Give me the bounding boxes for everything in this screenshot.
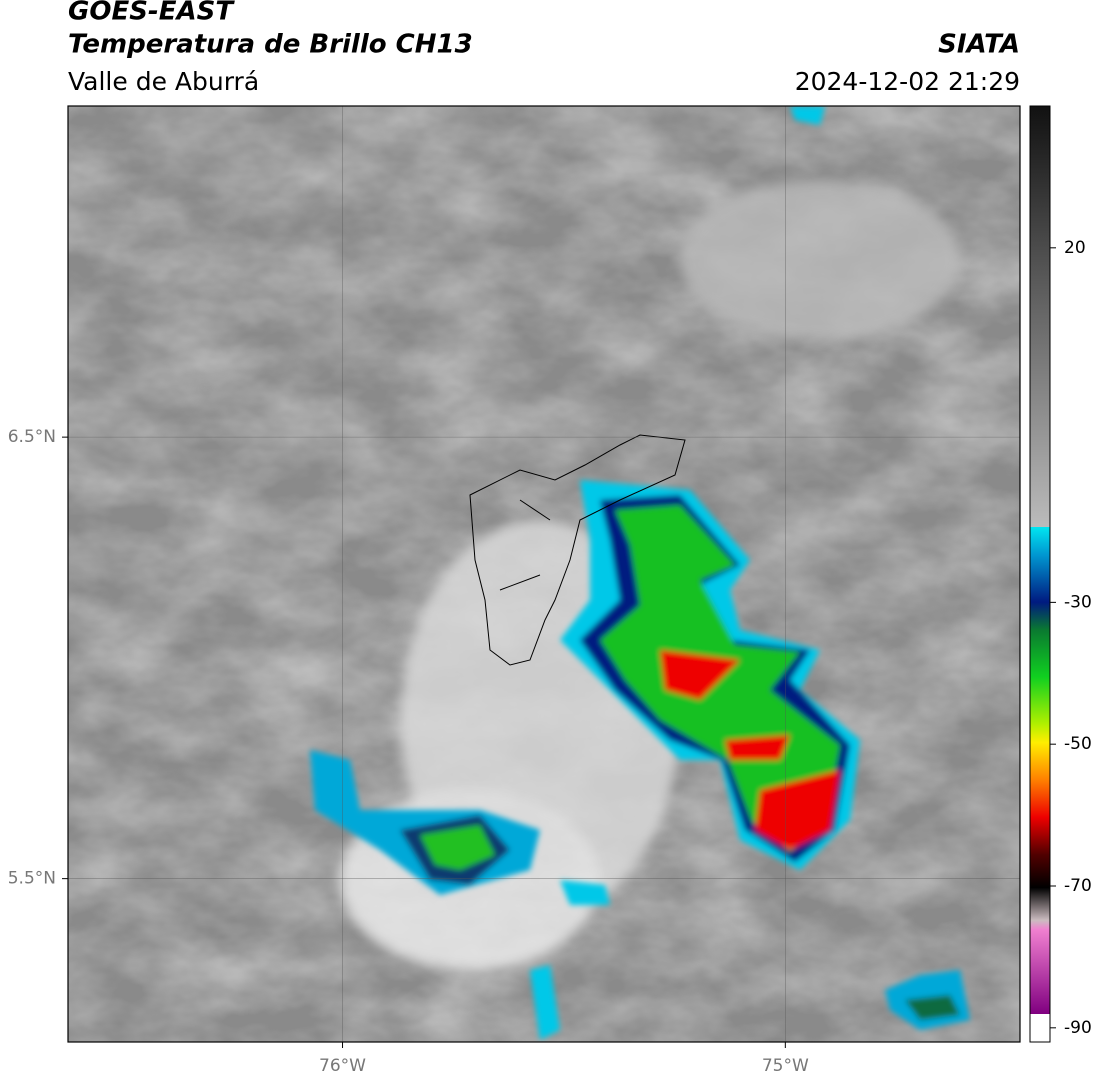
x-tick-label: 75°W	[762, 1056, 809, 1076]
satellite-image	[68, 106, 1020, 1042]
colorbar-tick-label: -50	[1064, 734, 1092, 754]
y-tick-label: 6.5°N	[8, 427, 56, 447]
colorbar-tick-label: -90	[1064, 1018, 1092, 1038]
colorbar-tick-label: -70	[1064, 876, 1092, 896]
subtitle: Temperatura de Brillo CH13	[68, 30, 473, 60]
graticule	[68, 106, 1020, 1042]
title: GOES-EAST	[68, 0, 235, 27]
y-tick-label: 5.5°N	[8, 869, 56, 889]
colorbar-tick-label: -30	[1064, 592, 1092, 612]
colorbar-tick-label: 20	[1064, 238, 1086, 258]
x-tick-label: 76°W	[319, 1056, 366, 1076]
map-frame	[67, 105, 1021, 1043]
region: Valle de Aburrá	[68, 67, 259, 96]
colorbar	[1029, 105, 1051, 1043]
timestamp: 2024-12-02 21:29	[795, 67, 1020, 96]
source: SIATA	[938, 30, 1020, 60]
